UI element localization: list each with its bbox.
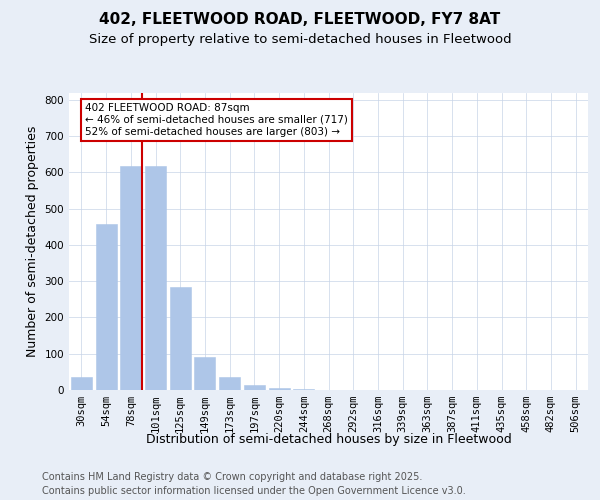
Bar: [269, 388, 290, 390]
Bar: [194, 358, 215, 390]
Bar: [95, 224, 116, 390]
Text: 402 FLEETWOOD ROAD: 87sqm
← 46% of semi-detached houses are smaller (717)
52% of: 402 FLEETWOOD ROAD: 87sqm ← 46% of semi-…: [85, 104, 348, 136]
Bar: [71, 378, 92, 390]
Bar: [170, 286, 191, 390]
Text: Contains public sector information licensed under the Open Government Licence v3: Contains public sector information licen…: [42, 486, 466, 496]
Text: 402, FLEETWOOD ROAD, FLEETWOOD, FY7 8AT: 402, FLEETWOOD ROAD, FLEETWOOD, FY7 8AT: [100, 12, 500, 28]
Text: Size of property relative to semi-detached houses in Fleetwood: Size of property relative to semi-detach…: [89, 32, 511, 46]
Bar: [219, 378, 240, 390]
Bar: [244, 384, 265, 390]
Bar: [145, 166, 166, 390]
Text: Distribution of semi-detached houses by size in Fleetwood: Distribution of semi-detached houses by …: [146, 432, 512, 446]
Y-axis label: Number of semi-detached properties: Number of semi-detached properties: [26, 126, 39, 357]
Bar: [120, 166, 141, 390]
Text: Contains HM Land Registry data © Crown copyright and database right 2025.: Contains HM Land Registry data © Crown c…: [42, 472, 422, 482]
